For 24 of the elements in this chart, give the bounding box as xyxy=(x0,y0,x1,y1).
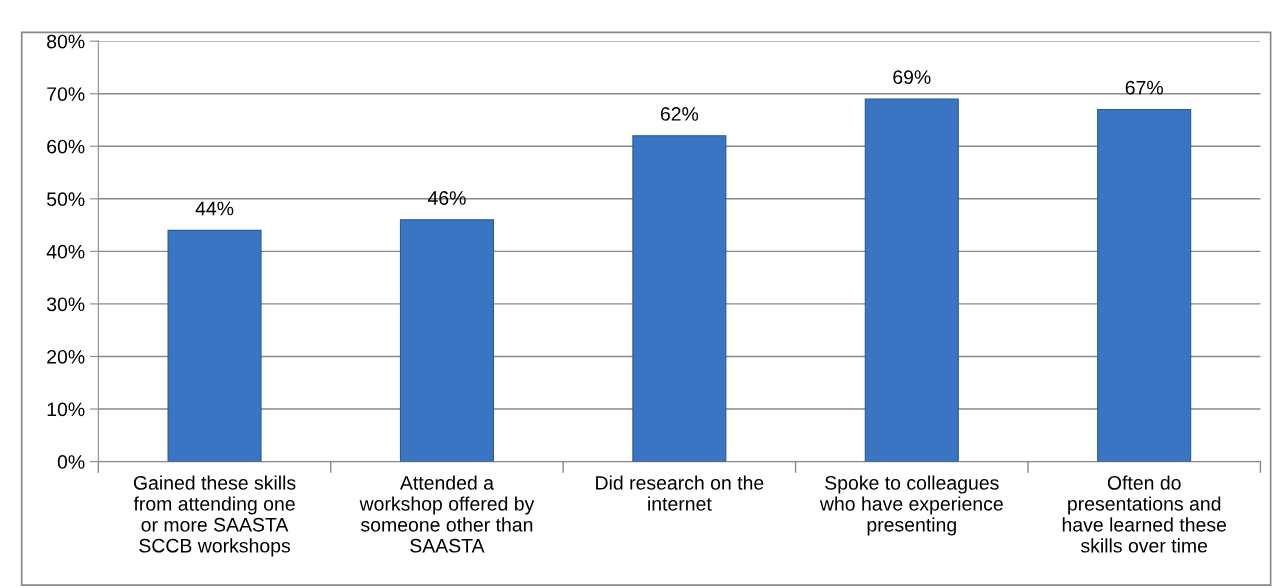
x-tick-label: Gained these skills from attending one or more SAASTA SCCB workshops xyxy=(133,475,296,557)
y-tick-label: 80% xyxy=(47,34,85,49)
bar xyxy=(632,135,727,462)
x-tick-label: Spoke to colleagues who have experience presenting xyxy=(819,475,1003,536)
y-tick-label: 0% xyxy=(57,455,85,469)
bar xyxy=(399,219,494,462)
x-tick-label: Did research on the internet xyxy=(596,475,764,511)
y-tick-label: 70% xyxy=(47,87,85,101)
y-tick-label: 60% xyxy=(47,139,85,154)
bar xyxy=(1097,108,1192,462)
x-tick-label: Attended a workshop offered by someone other than SAASTA xyxy=(359,475,535,553)
y-tick-label: 40% xyxy=(46,244,85,259)
y-tick-label: 30% xyxy=(46,297,85,312)
data-label: 69% xyxy=(893,70,931,85)
data-label: 67% xyxy=(1125,80,1163,95)
data-label: 62% xyxy=(660,107,699,121)
y-tick-label: 50% xyxy=(47,192,85,207)
data-label: 46% xyxy=(427,191,466,205)
bar xyxy=(864,98,959,462)
y-tick-label: 20% xyxy=(47,349,85,364)
y-tick-label: 10% xyxy=(47,402,85,417)
bar xyxy=(167,229,262,462)
x-tick-label: Often do presentations and have learned these skills over time xyxy=(1062,475,1227,553)
data-label: 44% xyxy=(195,201,234,216)
